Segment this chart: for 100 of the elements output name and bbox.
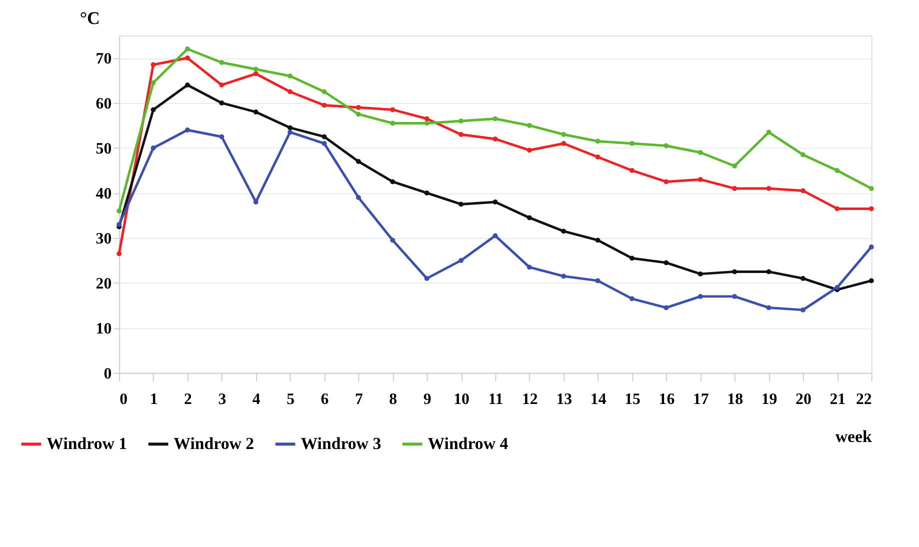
- x-tick-label: 6: [320, 391, 329, 408]
- point: [698, 176, 703, 182]
- x-tick-label: 13: [556, 391, 572, 408]
- point: [424, 116, 430, 122]
- point: [800, 152, 806, 158]
- point: [150, 62, 156, 68]
- point: [664, 179, 669, 184]
- point: [732, 294, 738, 299]
- point: [492, 116, 498, 122]
- point: [561, 274, 566, 279]
- point: [356, 112, 361, 117]
- point: [185, 82, 190, 88]
- point: [868, 186, 874, 191]
- legend-label: Windrow 2: [174, 434, 254, 454]
- point: [288, 130, 293, 135]
- point: [424, 276, 430, 281]
- x-tick-label: 11: [488, 391, 504, 408]
- point: [698, 294, 703, 299]
- x-axis-title: week: [835, 426, 872, 446]
- legend-label: Windrow 4: [428, 434, 509, 454]
- point: [288, 74, 293, 78]
- y-tick-label: 70: [96, 50, 112, 68]
- point: [150, 145, 156, 150]
- y-tick-label: 20: [96, 275, 112, 292]
- point: [561, 228, 566, 234]
- point: [390, 107, 396, 112]
- point: [356, 105, 361, 110]
- x-tick-label: 0: [120, 391, 128, 408]
- point: [390, 179, 396, 184]
- point: [698, 150, 703, 155]
- x-tick-label: 1: [150, 391, 158, 408]
- x-tick-label: 16: [658, 391, 675, 408]
- point: [390, 120, 396, 126]
- x-tick-label: 10: [454, 391, 470, 408]
- point: [390, 238, 396, 243]
- point: [322, 89, 327, 94]
- point: [219, 82, 224, 88]
- point: [630, 256, 634, 261]
- point: [458, 202, 464, 207]
- point: [150, 107, 156, 112]
- point: [766, 269, 772, 274]
- x-tick-label: 22: [856, 391, 872, 408]
- point: [253, 71, 258, 76]
- point: [664, 143, 669, 148]
- point: [253, 66, 258, 72]
- point: [630, 296, 634, 302]
- point: [834, 206, 840, 212]
- x-tick-label: 4: [252, 391, 260, 408]
- point: [766, 186, 772, 191]
- y-tick-label: 60: [96, 95, 112, 112]
- point: [116, 208, 122, 214]
- point: [185, 128, 190, 132]
- y-tick-label: 50: [96, 140, 112, 158]
- point: [492, 136, 498, 142]
- y-axis-title: °C: [80, 8, 100, 28]
- point: [732, 186, 738, 191]
- point: [595, 278, 600, 284]
- point: [116, 222, 122, 227]
- point: [185, 46, 190, 52]
- x-tick-label: 12: [522, 391, 538, 408]
- point: [322, 134, 327, 140]
- y-tick-label: 10: [96, 320, 112, 338]
- y-tick-label: 30: [96, 230, 112, 248]
- point: [526, 123, 532, 128]
- point: [526, 215, 532, 220]
- point: [800, 188, 806, 194]
- point: [561, 132, 566, 137]
- point: [219, 134, 224, 140]
- point: [424, 190, 430, 196]
- point: [150, 80, 156, 86]
- point: [526, 264, 532, 270]
- y-tick-label: 0: [104, 365, 112, 382]
- point: [116, 251, 122, 256]
- legend-label: Windrow 1: [46, 434, 128, 454]
- point: [630, 141, 634, 146]
- point: [492, 233, 498, 238]
- x-tick-label: 19: [761, 391, 778, 408]
- point: [800, 276, 806, 281]
- point: [664, 305, 669, 310]
- point: [766, 130, 772, 135]
- point: [698, 271, 703, 276]
- point: [595, 138, 600, 144]
- x-tick-label: 3: [218, 391, 226, 408]
- point: [424, 120, 430, 126]
- point: [630, 168, 634, 173]
- point: [664, 260, 669, 266]
- point: [458, 118, 464, 124]
- x-tick-label: 2: [184, 391, 192, 408]
- point: [288, 125, 293, 130]
- point: [595, 154, 600, 160]
- point: [322, 141, 327, 146]
- point: [288, 89, 293, 94]
- point: [526, 148, 532, 153]
- point: [834, 168, 840, 173]
- point: [492, 199, 498, 204]
- x-tick-label: 8: [389, 391, 398, 408]
- point: [595, 238, 600, 243]
- x-tick-label: 17: [692, 391, 709, 408]
- x-tick-label: 9: [423, 391, 432, 408]
- point: [868, 244, 874, 250]
